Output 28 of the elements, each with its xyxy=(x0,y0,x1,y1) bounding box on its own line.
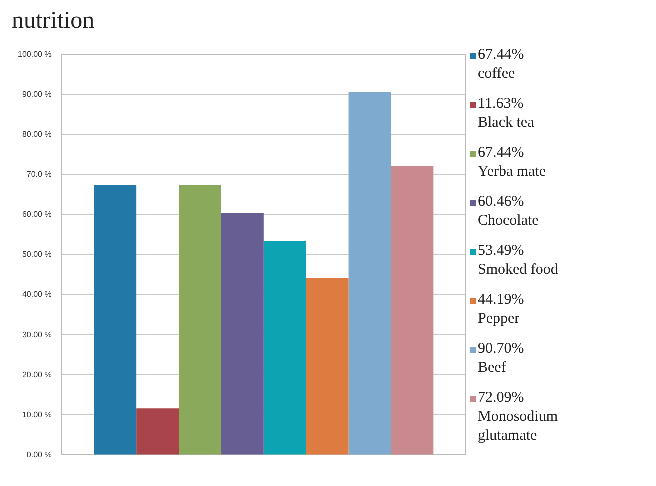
legend-label: 11.63% Black tea xyxy=(478,95,536,133)
bar xyxy=(264,241,306,455)
y-tick-label: 30.00 % xyxy=(22,330,52,340)
bar xyxy=(306,278,349,455)
y-tick-label: 10.00 % xyxy=(22,410,52,420)
legend-label: 60.46% Chocolate xyxy=(478,193,540,231)
legend-label: 67.44% coffee xyxy=(478,46,526,84)
bar xyxy=(391,166,434,455)
legend-label: 53.49% Smoked food xyxy=(478,242,560,280)
y-tick-label: 0.00 % xyxy=(26,450,52,460)
chart-title: nutrition xyxy=(12,8,96,36)
legend-label: 72.09% Monosodium glutamate xyxy=(478,389,560,446)
y-tick-label: 90.00 % xyxy=(22,90,52,100)
y-tick-label: 20.00 % xyxy=(22,370,52,380)
legend-label: 67.44% Yerba mate xyxy=(478,144,548,182)
y-tick-label: 100.00 % xyxy=(18,50,52,60)
y-tick-label: 40.00 % xyxy=(22,290,52,300)
y-tick-label: 70.0 % xyxy=(26,170,52,180)
legend-label: 44.19% Pepper xyxy=(478,291,526,329)
y-tick-label: 80.00 % xyxy=(22,130,52,140)
bar xyxy=(221,213,264,455)
legend-label: 90.70% Beef xyxy=(478,340,526,378)
bar xyxy=(179,185,222,455)
bar xyxy=(348,92,392,455)
bar xyxy=(136,408,180,455)
bar xyxy=(94,185,137,455)
y-tick-label: 50.00 % xyxy=(22,250,52,260)
y-tick-label: 60.00 % xyxy=(22,210,52,220)
